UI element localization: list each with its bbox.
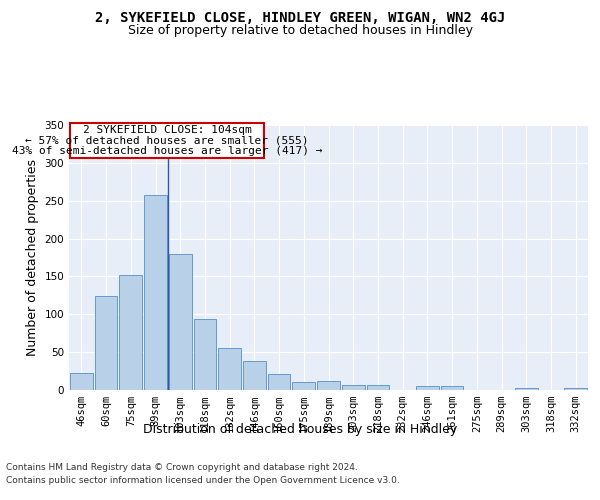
Bar bbox=[564, 388, 587, 390]
Bar bbox=[70, 124, 264, 158]
Bar bbox=[119, 275, 142, 390]
Text: Contains HM Land Registry data © Crown copyright and database right 2024.: Contains HM Land Registry data © Crown c… bbox=[6, 462, 358, 471]
Text: 2 SYKEFIELD CLOSE: 104sqm: 2 SYKEFIELD CLOSE: 104sqm bbox=[83, 126, 251, 136]
Bar bbox=[367, 386, 389, 390]
Bar bbox=[70, 374, 93, 390]
Bar bbox=[268, 374, 290, 390]
Bar bbox=[342, 384, 365, 390]
Bar bbox=[515, 388, 538, 390]
Text: Size of property relative to detached houses in Hindley: Size of property relative to detached ho… bbox=[128, 24, 473, 37]
Text: 2, SYKEFIELD CLOSE, HINDLEY GREEN, WIGAN, WN2 4GJ: 2, SYKEFIELD CLOSE, HINDLEY GREEN, WIGAN… bbox=[95, 11, 505, 25]
Bar bbox=[416, 386, 439, 390]
Bar bbox=[243, 361, 266, 390]
Text: Contains public sector information licensed under the Open Government Licence v3: Contains public sector information licen… bbox=[6, 476, 400, 485]
Bar bbox=[292, 382, 315, 390]
Bar bbox=[144, 194, 167, 390]
Bar bbox=[441, 386, 463, 390]
Bar bbox=[194, 319, 216, 390]
Text: ← 57% of detached houses are smaller (555): ← 57% of detached houses are smaller (55… bbox=[25, 136, 309, 146]
Bar bbox=[169, 254, 191, 390]
Text: 43% of semi-detached houses are larger (417) →: 43% of semi-detached houses are larger (… bbox=[12, 146, 322, 156]
Bar bbox=[218, 348, 241, 390]
Bar bbox=[95, 296, 118, 390]
Bar bbox=[317, 381, 340, 390]
Text: Distribution of detached houses by size in Hindley: Distribution of detached houses by size … bbox=[143, 422, 457, 436]
Y-axis label: Number of detached properties: Number of detached properties bbox=[26, 159, 39, 356]
